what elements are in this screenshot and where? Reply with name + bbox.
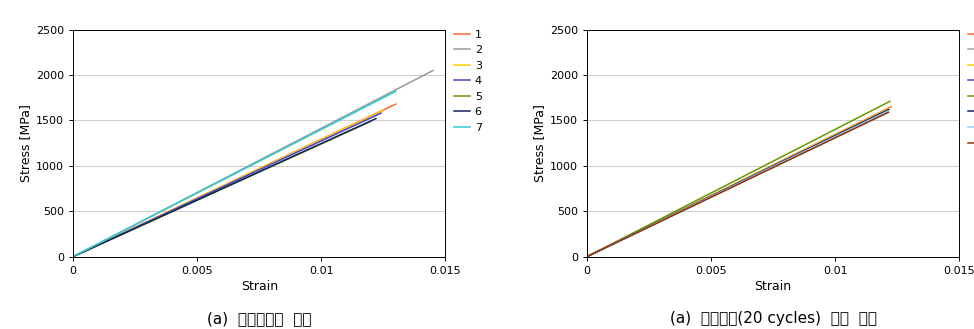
X-axis label: Strain: Strain [755, 280, 792, 293]
5 [67, 255, 79, 259]
X-axis label: Strain: Strain [241, 280, 278, 293]
Line: 5: 5 [73, 121, 371, 257]
Line: 2: 2 [587, 111, 885, 257]
Text: (a)  베이스라인  시편: (a) 베이스라인 시편 [207, 311, 312, 326]
Legend: 1, 2, 3, 4, 5, 6, 7: 1, 2, 3, 4, 5, 6, 7 [449, 25, 486, 137]
2 [880, 109, 891, 113]
5 [365, 119, 377, 123]
Text: (a)  우주환경(20 cycles)  노출  시편: (a) 우주환경(20 cycles) 노출 시편 [670, 311, 877, 326]
Y-axis label: Stress [MPa]: Stress [MPa] [533, 104, 545, 182]
2 [581, 255, 593, 259]
Legend: 1, 2, 3, 4, 5, 6, 7, 8: 1, 2, 3, 4, 5, 6, 7, 8 [963, 25, 974, 153]
Y-axis label: Stress [MPa]: Stress [MPa] [19, 104, 32, 182]
